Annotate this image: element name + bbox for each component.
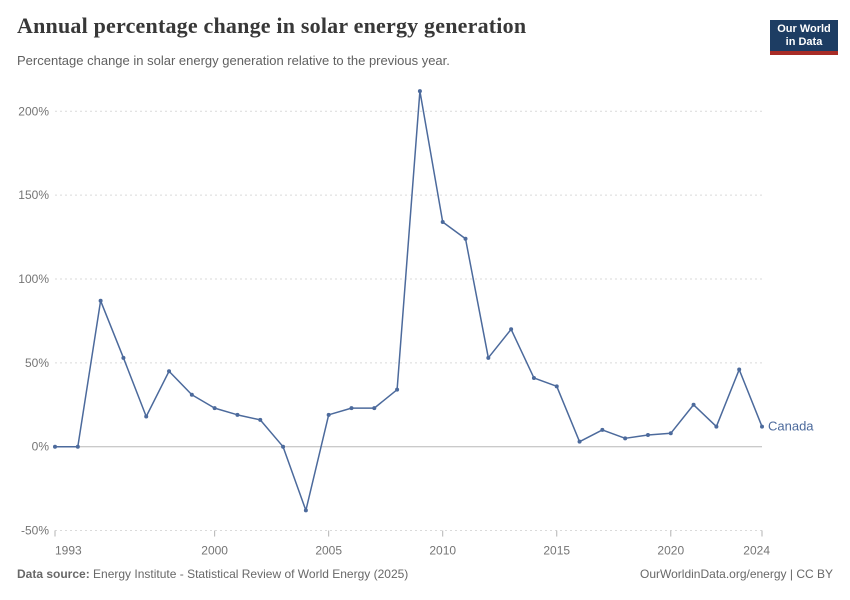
owid-logo[interactable]: Our World in Data	[770, 20, 838, 55]
svg-text:2024: 2024	[743, 544, 770, 558]
svg-text:1993: 1993	[55, 544, 82, 558]
data-source: Data source: Energy Institute - Statisti…	[17, 567, 408, 581]
owid-logo-line2: in Data	[785, 36, 823, 48]
svg-text:2010: 2010	[429, 544, 456, 558]
svg-text:2000: 2000	[201, 544, 228, 558]
svg-text:2005: 2005	[315, 544, 342, 558]
svg-text:100%: 100%	[18, 272, 49, 286]
chart-footer: Data source: Energy Institute - Statisti…	[17, 567, 833, 581]
credit-link[interactable]: OurWorldinData.org/energy | CC BY	[640, 567, 833, 581]
svg-text:Canada: Canada	[768, 419, 814, 434]
svg-text:2020: 2020	[657, 544, 684, 558]
svg-text:200%: 200%	[18, 104, 49, 118]
svg-text:150%: 150%	[18, 188, 49, 202]
page-subtitle: Percentage change in solar energy genera…	[17, 53, 450, 68]
svg-text:-50%: -50%	[21, 524, 49, 538]
svg-text:0%: 0%	[32, 440, 50, 454]
owid-logo-line1: Our World	[777, 23, 831, 35]
svg-text:2015: 2015	[543, 544, 570, 558]
svg-text:50%: 50%	[25, 356, 49, 370]
data-source-label: Data source:	[17, 567, 90, 581]
page-title: Annual percentage change in solar energy…	[17, 13, 527, 38]
data-source-text: Energy Institute - Statistical Review of…	[89, 567, 409, 581]
